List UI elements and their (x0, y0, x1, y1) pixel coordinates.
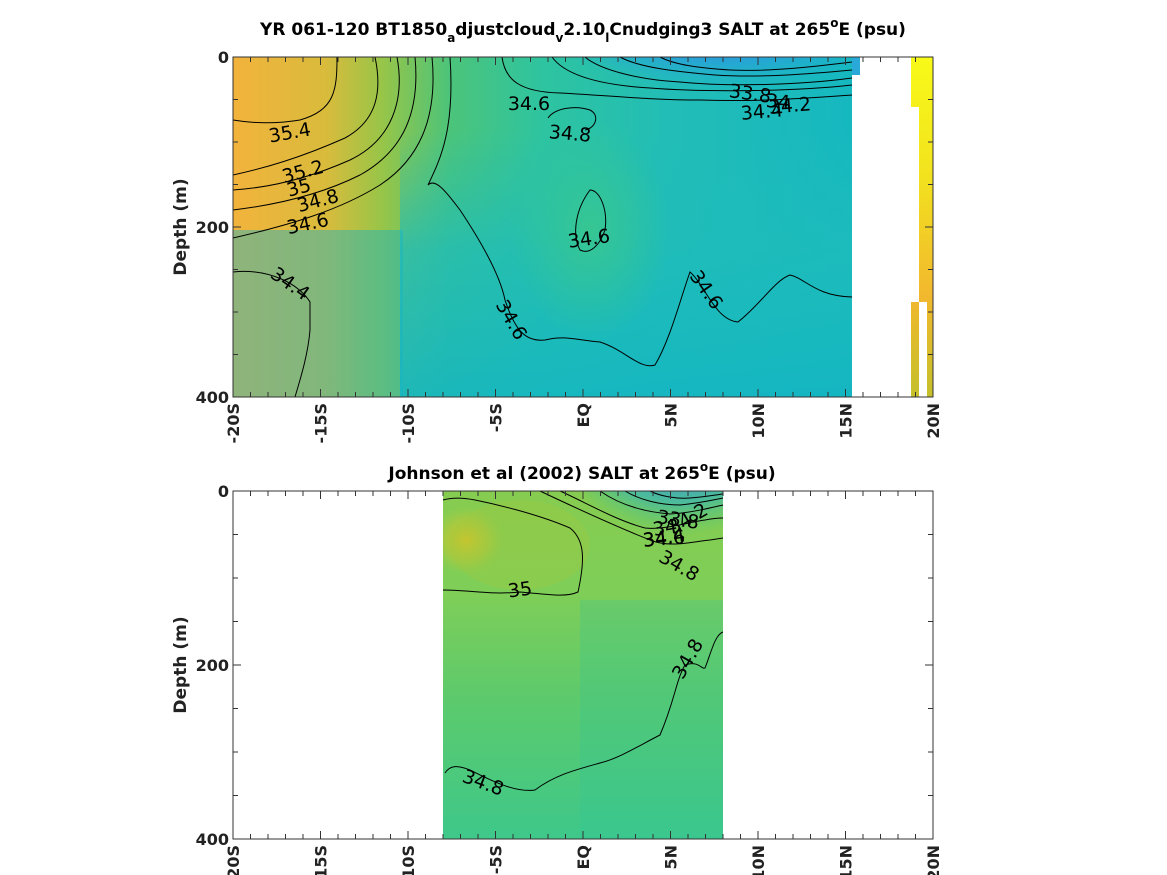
x-tick-label: EQ (574, 403, 593, 428)
x-tick-label: -10S (399, 403, 418, 443)
bottom-y-axis-label: Depth (m) (171, 616, 191, 713)
y-tick-label: 400 (196, 388, 229, 407)
contour-label: 34 (765, 90, 791, 114)
x-tick-label: -15S (312, 845, 331, 875)
bottom-axis-ticks: -20S -15S -10S -5S EQ 5N 10N 15N 20N 0 200 400 (196, 482, 943, 875)
contour-label: 34.6 (508, 93, 550, 115)
title-part: 2.10 (563, 20, 605, 40)
bottom-contours (442, 490, 724, 791)
title-part: YR 061-120 BT1850 (259, 20, 447, 40)
title-part: o (700, 460, 708, 474)
x-tick-label: 5N (662, 845, 681, 870)
y-tick-label: 0 (218, 48, 229, 67)
x-tick-label: 15N (837, 403, 856, 439)
x-tick-label: 20N (924, 845, 943, 875)
y-tick-label: 0 (218, 482, 229, 501)
x-tick-label: 10N (749, 845, 768, 875)
title-part: o (830, 16, 838, 30)
top-axis-ticks: -20S -15S -10S -5S EQ 5N 10N 15N 20N 0 200 400 (196, 48, 943, 443)
title-part: l (605, 31, 609, 45)
title-part: v (556, 31, 564, 45)
bottom-chart-title: Johnson et al (2002) SALT at 265oE (psu) (387, 460, 775, 484)
top-chart-title: YR 061-120 BT1850adjustcloudv2.10lCnudgi… (259, 16, 906, 45)
y-tick-label: 400 (196, 830, 229, 849)
contour-label: 34.2 (768, 93, 812, 119)
title-part: E (psu) (708, 464, 775, 484)
title-part: E (psu) (838, 20, 905, 40)
x-tick-label: 15N (837, 845, 856, 875)
x-tick-label: -15S (312, 403, 331, 443)
top-panel: YR 061-120 BT1850adjustcloudv2.10lCnudgi… (171, 16, 943, 443)
x-tick-label: EQ (574, 845, 593, 870)
x-tick-label: -20S (224, 845, 243, 875)
top-field-edge (852, 57, 860, 75)
top-y-axis-label: Depth (m) (171, 178, 191, 275)
contour-label: 34.8 (548, 121, 592, 147)
x-tick-label: -5S (487, 845, 506, 874)
x-tick-label: -5S (487, 403, 506, 432)
contour-label: 34.6 (642, 526, 686, 552)
title-part: djustcloud (455, 20, 555, 40)
title-part: Johnson et al (2002) SALT at 265 (387, 464, 700, 484)
x-tick-label: 20N (924, 403, 943, 439)
title-part: a (447, 31, 455, 45)
top-contours (232, 56, 853, 398)
title-part: Cnudging3 SALT at 265 (609, 20, 830, 40)
x-tick-label: 10N (749, 403, 768, 439)
contour-label: 34 (651, 515, 679, 541)
x-tick-label: 5N (662, 403, 681, 428)
bottom-salinity-field (443, 491, 723, 839)
contour-label: 35 (506, 577, 533, 602)
y-tick-label: 200 (196, 656, 229, 675)
x-tick-label: -20S (224, 403, 243, 443)
y-tick-label: 200 (196, 218, 229, 237)
bottom-panel: Johnson et al (2002) SALT at 265oE (psu)… (171, 460, 943, 875)
contour-label: 34.4 (740, 99, 784, 125)
x-tick-label: -10S (399, 845, 418, 875)
